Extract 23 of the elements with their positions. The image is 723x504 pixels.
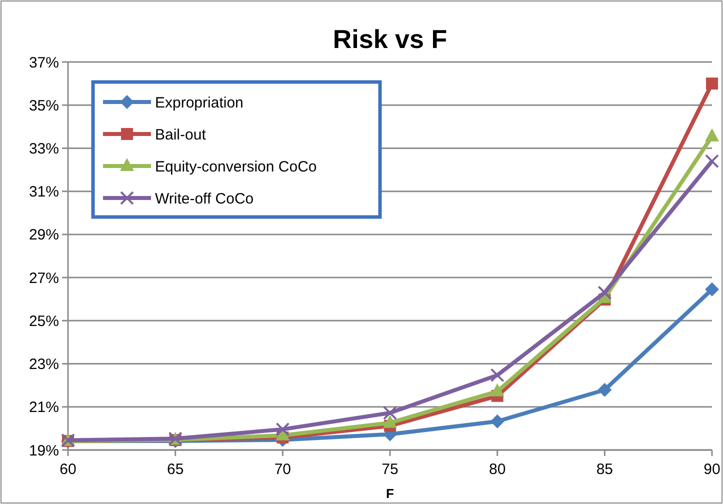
chart-title: Risk vs F xyxy=(332,24,448,54)
x-axis-title: F xyxy=(386,486,394,501)
x-tick-label: 75 xyxy=(382,461,398,478)
x-tick-label: 80 xyxy=(488,461,506,478)
y-tick-label: 29% xyxy=(28,226,59,244)
legend-label: Expropriation xyxy=(155,94,244,112)
legend-label: Write-off CoCo xyxy=(155,190,254,208)
y-tick-label: 25% xyxy=(28,312,59,330)
y-tick-label: 37% xyxy=(28,54,59,72)
legend-label: Equity-conversion CoCo xyxy=(155,158,317,176)
y-tick-label: 21% xyxy=(28,399,59,416)
x-tick-label: 60 xyxy=(60,461,76,478)
y-tick-label: 33% xyxy=(28,140,59,158)
x-tick-label: 85 xyxy=(596,461,614,478)
y-tick-label: 27% xyxy=(28,270,59,287)
x-tick-label: 65 xyxy=(166,461,184,478)
x-tick-label: 70 xyxy=(274,461,292,478)
y-tick-label: 19% xyxy=(28,442,59,460)
y-tick-label: 31% xyxy=(28,184,59,201)
y-tick-label: 23% xyxy=(28,356,59,374)
y-tick-label: 35% xyxy=(28,97,59,114)
legend-label: Bail-out xyxy=(155,126,207,144)
x-tick-label: 90 xyxy=(704,461,720,478)
